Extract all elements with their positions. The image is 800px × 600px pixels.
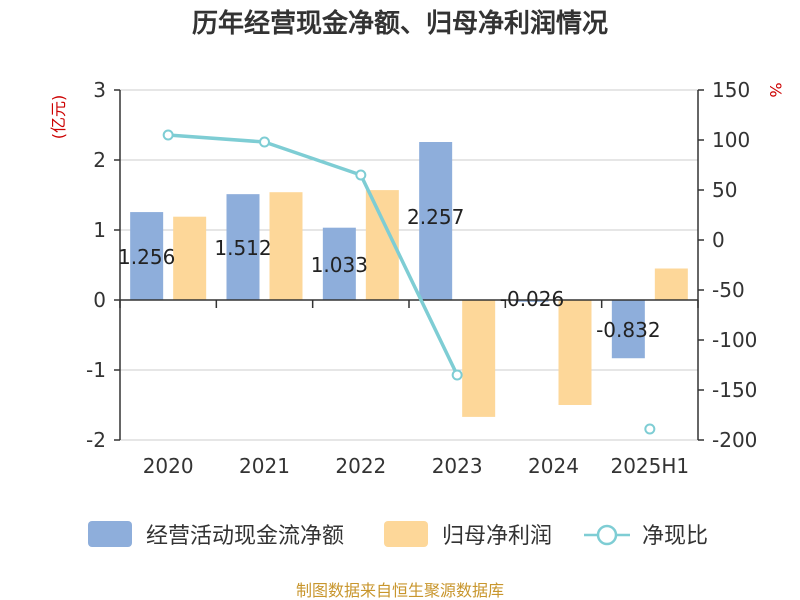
left-tick-label: 0 (93, 288, 106, 312)
right-tick-label: -50 (712, 278, 745, 302)
left-tick-label: 1 (93, 218, 106, 242)
legend-swatch-ratio-marker (596, 524, 618, 546)
right-tick-label: 0 (712, 228, 725, 252)
left-tick-label: 3 (93, 78, 106, 102)
data-label-cashflow: 1.512 (214, 236, 271, 260)
data-label-cashflow: 1.256 (118, 245, 175, 269)
ratio-point (644, 423, 656, 435)
x-tick-label: 2020 (143, 454, 194, 478)
bar-profit (269, 192, 303, 300)
legend-label-ratio: 净现比 (642, 524, 708, 549)
x-tick-label: 2025H1 (610, 454, 689, 478)
data-label-cashflow: 2.257 (407, 205, 464, 229)
bar-cashflow (515, 300, 549, 302)
bar-profit (462, 300, 496, 417)
bar-profit (654, 268, 688, 300)
data-label-cashflow: -0.026 (500, 287, 564, 311)
right-tick-label: 100 (712, 128, 750, 152)
legend-swatch-profit (384, 521, 428, 547)
ratio-point (162, 129, 174, 141)
right-tick-label: -100 (712, 328, 757, 352)
chart-title: 历年经营现金净额、归母净利润情况 (192, 8, 608, 39)
data-source: 制图数据来自恒生聚源数据库 (296, 581, 504, 600)
axes: -2 -1 0 1 2 3 -200 -150 -100 -50 0 50 100 150 2020 2021… (86, 78, 757, 478)
grid-lines (120, 89, 698, 441)
x-tick-label: 2024 (528, 454, 579, 478)
legend-label-profit: 归母净利润 (442, 524, 552, 549)
right-tick-label: 50 (712, 178, 737, 202)
left-axis-unit: (亿元) (49, 95, 68, 140)
right-tick-label: -200 (712, 428, 757, 452)
bar-cashflow (130, 212, 164, 300)
ratio-point (355, 169, 367, 181)
ratio-line-segment (168, 133, 459, 376)
right-tick-label: -150 (712, 378, 757, 402)
bar-cashflow (322, 227, 356, 300)
data-label-cashflow: 1.033 (311, 253, 368, 277)
data-labels: 1.256 1.512 1.033 2.257 -0.026 -0.832 (118, 205, 661, 342)
x-tick-label: 2021 (239, 454, 290, 478)
left-tick-label: -2 (86, 428, 106, 452)
x-tick-label: 2023 (432, 454, 483, 478)
data-label-cashflow: -0.832 (596, 318, 660, 342)
left-tick-label: -1 (86, 358, 106, 382)
right-tick-label: 150 (712, 78, 750, 102)
legend-label-cashflow: 经营活动现金流净额 (146, 524, 344, 549)
bar-cashflow (611, 300, 645, 359)
bars (130, 142, 688, 417)
legend: 经营活动现金流净额 归母净利润 净现比 (88, 521, 708, 549)
right-axis-unit: % (766, 82, 785, 97)
legend-swatch-cashflow (88, 521, 132, 547)
x-tick-label: 2022 (335, 454, 386, 478)
bar-cashflow (419, 142, 453, 300)
left-tick-label: 2 (93, 148, 106, 172)
ratio-point (259, 136, 270, 148)
bar-cashflow (226, 194, 260, 300)
ratio-point (451, 369, 463, 381)
ratio-line (162, 129, 656, 435)
bar-profit (173, 216, 207, 300)
bar-profit (558, 300, 592, 405)
